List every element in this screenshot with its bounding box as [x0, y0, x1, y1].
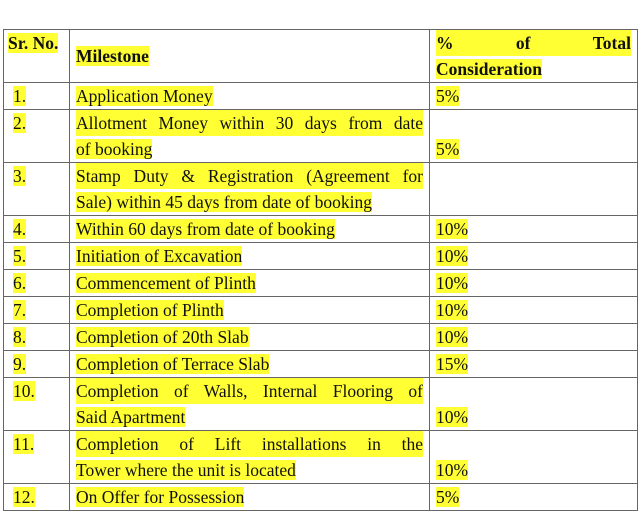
milestone-cell: Stamp Duty & Registration (Agreement for…	[69, 162, 430, 216]
percent-cell	[429, 162, 638, 216]
sr-no-cell: 2.	[3, 109, 70, 163]
percent-cell: 10%	[429, 215, 638, 243]
table-row: 7. Completion of Plinth 10%	[3, 296, 638, 324]
percent-cell: 15%	[429, 350, 638, 378]
percent-cell: 10%	[429, 430, 638, 484]
table-row: 2. Allotment Money within 30 days from da…	[3, 109, 638, 163]
payment-milestone-table: Sr. No. Milestone % of Total Consideration…	[3, 29, 638, 511]
milestone-cell: Completion of Lift installations in the T…	[69, 430, 430, 484]
table-row: 5. Initiation of Excavation 10%	[3, 242, 638, 270]
percent-cell: 5%	[429, 109, 638, 163]
percent-cell: 10%	[429, 296, 638, 324]
table-row: 8. Completion of 20th Slab 10%	[3, 323, 638, 351]
percent-cell: 5%	[429, 483, 638, 511]
table-row: 12. On Offer for Possession 5%	[3, 483, 638, 511]
table-row: 9. Completion of Terrace Slab 15%	[3, 350, 638, 378]
sr-no-cell: 4.	[3, 215, 70, 243]
sr-no-cell: 11.	[3, 430, 70, 484]
percent-cell: 10%	[429, 242, 638, 270]
milestone-cell: Completion of 20th Slab	[69, 323, 430, 351]
header-percent: % of Total Consideration	[429, 29, 638, 83]
sr-no-cell: 5.	[3, 242, 70, 270]
milestone-cell: Completion of Terrace Slab	[69, 350, 430, 378]
table-row: 10. Completion of Walls, Internal Floorin…	[3, 377, 638, 431]
milestone-cell: On Offer for Possession	[69, 483, 430, 511]
sr-no-cell: 10.	[3, 377, 70, 431]
sr-no-cell: 12.	[3, 483, 70, 511]
percent-cell: 10%	[429, 323, 638, 351]
milestone-cell: Completion of Walls, Internal Flooring o…	[69, 377, 430, 431]
header-row: Sr. No. Milestone % of Total Consideration	[3, 29, 638, 83]
header-milestone: Milestone	[69, 29, 430, 83]
sr-no-cell: 6.	[3, 269, 70, 297]
sr-no-cell: 8.	[3, 323, 70, 351]
table-row: 1. Application Money 5%	[3, 82, 638, 110]
milestone-cell: Completion of Plinth	[69, 296, 430, 324]
sr-no-cell: 1.	[3, 82, 70, 110]
table-row: 11. Completion of Lift installations in t…	[3, 430, 638, 484]
percent-cell: 10%	[429, 377, 638, 431]
milestone-cell: Allotment Money within 30 days from date…	[69, 109, 430, 163]
milestone-cell: Application Money	[69, 82, 430, 110]
milestone-cell: Commencement of Plinth	[69, 269, 430, 297]
header-sr-no: Sr. No.	[3, 29, 70, 83]
percent-cell: 5%	[429, 82, 638, 110]
percent-cell: 10%	[429, 269, 638, 297]
sr-no-cell: 9.	[3, 350, 70, 378]
sr-no-cell: 3.	[3, 162, 70, 216]
table-row: 4. Within 60 days from date of booking 10%	[3, 215, 638, 243]
table-row: 6. Commencement of Plinth 10%	[3, 269, 638, 297]
table-row: 3. Stamp Duty & Registration (Agreement f…	[3, 162, 638, 216]
milestone-cell: Initiation of Excavation	[69, 242, 430, 270]
sr-no-cell: 7.	[3, 296, 70, 324]
milestone-cell: Within 60 days from date of booking	[69, 215, 430, 243]
